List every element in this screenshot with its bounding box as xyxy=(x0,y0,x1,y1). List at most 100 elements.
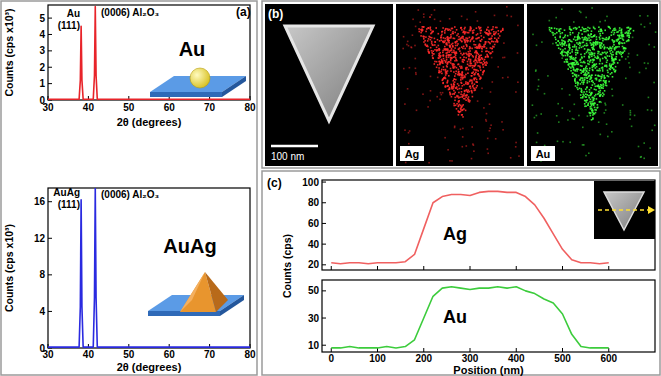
speckle xyxy=(606,66,608,68)
speckle xyxy=(430,90,432,92)
speckle xyxy=(592,84,594,86)
speckle xyxy=(487,153,489,155)
speckle xyxy=(451,84,453,86)
speckle xyxy=(585,68,587,70)
speckle xyxy=(580,83,582,85)
speckle xyxy=(592,53,594,55)
speckle xyxy=(466,145,468,147)
speckle xyxy=(442,92,444,94)
speckle xyxy=(573,69,575,71)
speckle xyxy=(552,34,554,36)
speckle xyxy=(474,47,476,49)
speckle xyxy=(454,97,456,99)
speckle xyxy=(578,115,580,117)
speckle xyxy=(580,43,582,45)
speckle xyxy=(487,138,489,140)
speckle xyxy=(455,52,457,54)
speckle xyxy=(568,45,570,47)
speckle xyxy=(456,45,458,47)
y-tick xyxy=(322,223,326,224)
speckle xyxy=(439,40,441,42)
speckle xyxy=(598,87,600,89)
speckle xyxy=(488,34,490,36)
speckle xyxy=(431,32,433,34)
speckle xyxy=(502,129,504,131)
speckle xyxy=(465,110,467,112)
speckle xyxy=(454,60,456,62)
speckle xyxy=(610,69,612,71)
speckle xyxy=(565,59,567,61)
speckle xyxy=(563,43,565,45)
speckle xyxy=(444,46,446,48)
speckle xyxy=(475,57,477,59)
speckle xyxy=(603,80,605,82)
speckle xyxy=(494,34,496,36)
speckle xyxy=(450,37,452,39)
speckle xyxy=(476,62,478,64)
speckle xyxy=(479,67,481,69)
speckle xyxy=(614,28,616,30)
speckle xyxy=(451,52,453,54)
speckle xyxy=(569,32,571,34)
speckle xyxy=(473,77,475,79)
speckle xyxy=(551,28,553,30)
speckle xyxy=(501,121,503,123)
speckle xyxy=(458,71,460,73)
speckle xyxy=(592,117,594,119)
speckle xyxy=(593,46,595,48)
speckle xyxy=(423,36,425,38)
speckle xyxy=(579,11,581,13)
speckle xyxy=(597,93,599,95)
speckle xyxy=(487,27,489,29)
speckle xyxy=(470,65,472,67)
speckle xyxy=(471,38,473,40)
speckle xyxy=(489,32,491,34)
speckle xyxy=(624,50,626,52)
speckle xyxy=(561,43,563,45)
speckle xyxy=(597,104,599,106)
speckle xyxy=(594,109,596,111)
speckle xyxy=(594,102,596,104)
speckle xyxy=(585,155,587,157)
speckle xyxy=(600,134,602,136)
speckle xyxy=(448,42,450,44)
speckle xyxy=(586,52,588,54)
speckle xyxy=(464,41,466,43)
speckle xyxy=(445,85,447,87)
speckle xyxy=(597,75,599,77)
map-label-box xyxy=(531,146,555,161)
speckle xyxy=(442,62,444,64)
speckle xyxy=(647,15,649,17)
speckle xyxy=(465,74,467,76)
speckle xyxy=(604,20,606,22)
speckle xyxy=(416,110,418,112)
speckle xyxy=(584,53,586,55)
y-tick xyxy=(322,290,326,291)
speckle xyxy=(408,132,410,134)
speckle xyxy=(593,100,595,102)
speckle xyxy=(476,27,478,29)
speckle xyxy=(454,75,456,77)
speckle xyxy=(562,49,564,51)
speckle xyxy=(503,42,505,44)
speckle xyxy=(591,75,593,77)
speckle xyxy=(590,53,592,55)
speckle xyxy=(600,94,602,96)
speckle xyxy=(557,40,559,42)
x-axis-label: Position (nm) xyxy=(453,364,524,376)
speckle xyxy=(590,59,592,61)
speckle xyxy=(643,142,645,144)
speckle xyxy=(587,27,589,29)
speckle xyxy=(456,29,458,31)
speckle xyxy=(608,48,610,50)
speckle xyxy=(589,95,591,97)
speckle xyxy=(446,52,448,54)
speckle xyxy=(589,78,591,80)
speckle xyxy=(615,47,617,49)
speckle xyxy=(487,148,489,150)
speckle xyxy=(572,75,574,77)
plot-data xyxy=(331,191,609,263)
speckle xyxy=(654,125,656,127)
speckle xyxy=(462,94,464,96)
x-tick-label: 50 xyxy=(123,349,135,360)
